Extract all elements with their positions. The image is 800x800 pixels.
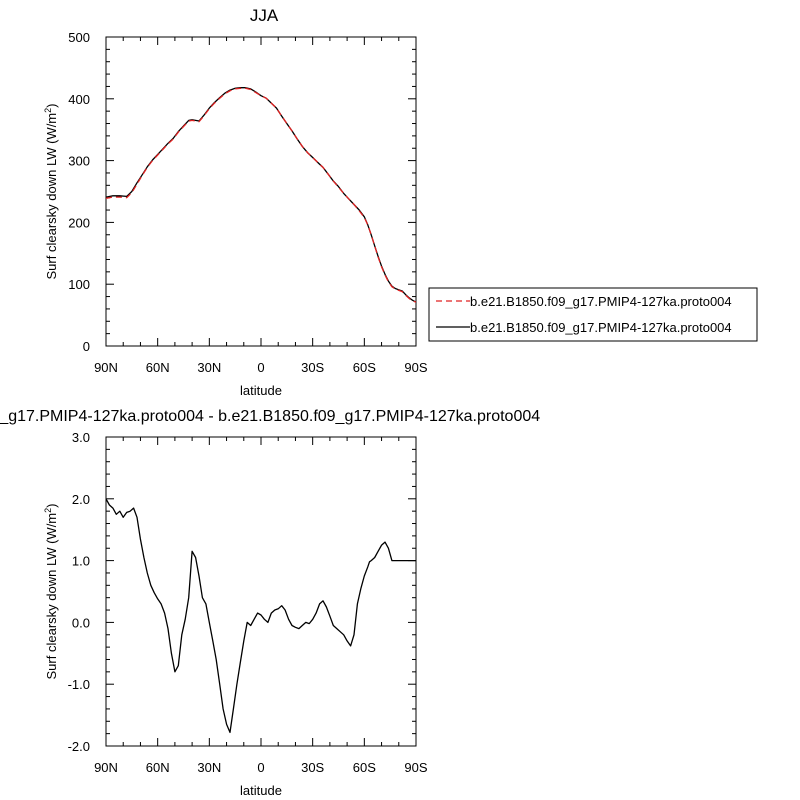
x-tick-label: 30N bbox=[197, 760, 221, 775]
x-tick-label: 30S bbox=[301, 360, 324, 375]
y-tick-label: 300 bbox=[68, 154, 90, 169]
chart-panel-2: b.e21.B1850.f09_g17.PMIP4-127ka.proto004… bbox=[0, 408, 540, 798]
y-axis-label-close: ) bbox=[44, 504, 59, 508]
chart-title: JJA bbox=[250, 6, 279, 25]
y-tick-label: 1.0 bbox=[72, 554, 90, 569]
series-line-1 bbox=[105, 498, 416, 734]
y-tick-label: 3.0 bbox=[72, 430, 90, 445]
y-axis-label: Surf clearsky down LW (W/m2) bbox=[43, 104, 59, 280]
plot-frame bbox=[105, 436, 417, 747]
series-line-1 bbox=[105, 87, 417, 303]
chart-title: b.e21.B1850.f09_g17.PMIP4-127ka.proto004… bbox=[0, 408, 540, 425]
y-tick-label: -1.0 bbox=[68, 677, 90, 692]
x-axis-label: latitude bbox=[240, 383, 282, 398]
legend-box bbox=[428, 287, 758, 342]
y-tick-label: -2.0 bbox=[68, 739, 90, 754]
x-tick-label: 30S bbox=[301, 760, 324, 775]
x-tick-label: 60N bbox=[146, 760, 170, 775]
x-tick-label: 90N bbox=[94, 360, 118, 375]
y-axis-label: Surf clearsky down LW (W/m2) bbox=[43, 504, 59, 680]
x-tick-label: 90S bbox=[404, 360, 427, 375]
x-tick-label: 0 bbox=[257, 760, 264, 775]
y-axis-label-main: Surf clearsky down LW (W/m bbox=[44, 513, 59, 680]
y-tick-label: 500 bbox=[68, 30, 90, 45]
y-axis-label-sup: 2 bbox=[43, 108, 53, 113]
chart-panel-1: JJA 0 100 200 300 400 500 90N 60N 30N 0 30S 60S 90S la… bbox=[43, 6, 758, 398]
x-tick-label: 0 bbox=[257, 360, 264, 375]
y-tick-label: 100 bbox=[68, 277, 90, 292]
x-tick-label: 90N bbox=[94, 760, 118, 775]
y-axis-label-close: ) bbox=[44, 104, 59, 108]
plot-frame bbox=[105, 36, 417, 347]
x-tick-label: 60S bbox=[353, 760, 376, 775]
x-tick-label: 60S bbox=[353, 360, 376, 375]
legend-label-1: b.e21.B1850.f09_g17.PMIP4-127ka.proto004 bbox=[470, 294, 732, 309]
y-tick-label: 0 bbox=[83, 339, 90, 354]
x-tick-label: 30N bbox=[197, 360, 221, 375]
y-axis-label-main: Surf clearsky down LW (W/m bbox=[44, 113, 59, 280]
y-axis-label-sup: 2 bbox=[43, 508, 53, 513]
x-tick-label: 60N bbox=[146, 360, 170, 375]
legend-label-2: b.e21.B1850.f09_g17.PMIP4-127ka.proto004 bbox=[470, 320, 732, 335]
y-tick-label: 2.0 bbox=[72, 492, 90, 507]
y-tick-label: 200 bbox=[68, 215, 90, 230]
series-line-2 bbox=[105, 87, 417, 303]
y-tick-label: 0.0 bbox=[72, 615, 90, 630]
x-axis-label: latitude bbox=[240, 783, 282, 798]
y-tick-label: 400 bbox=[68, 92, 90, 107]
legend: b.e21.B1850.f09_g17.PMIP4-127ka.proto004… bbox=[428, 287, 758, 342]
x-tick-label: 90S bbox=[404, 760, 427, 775]
